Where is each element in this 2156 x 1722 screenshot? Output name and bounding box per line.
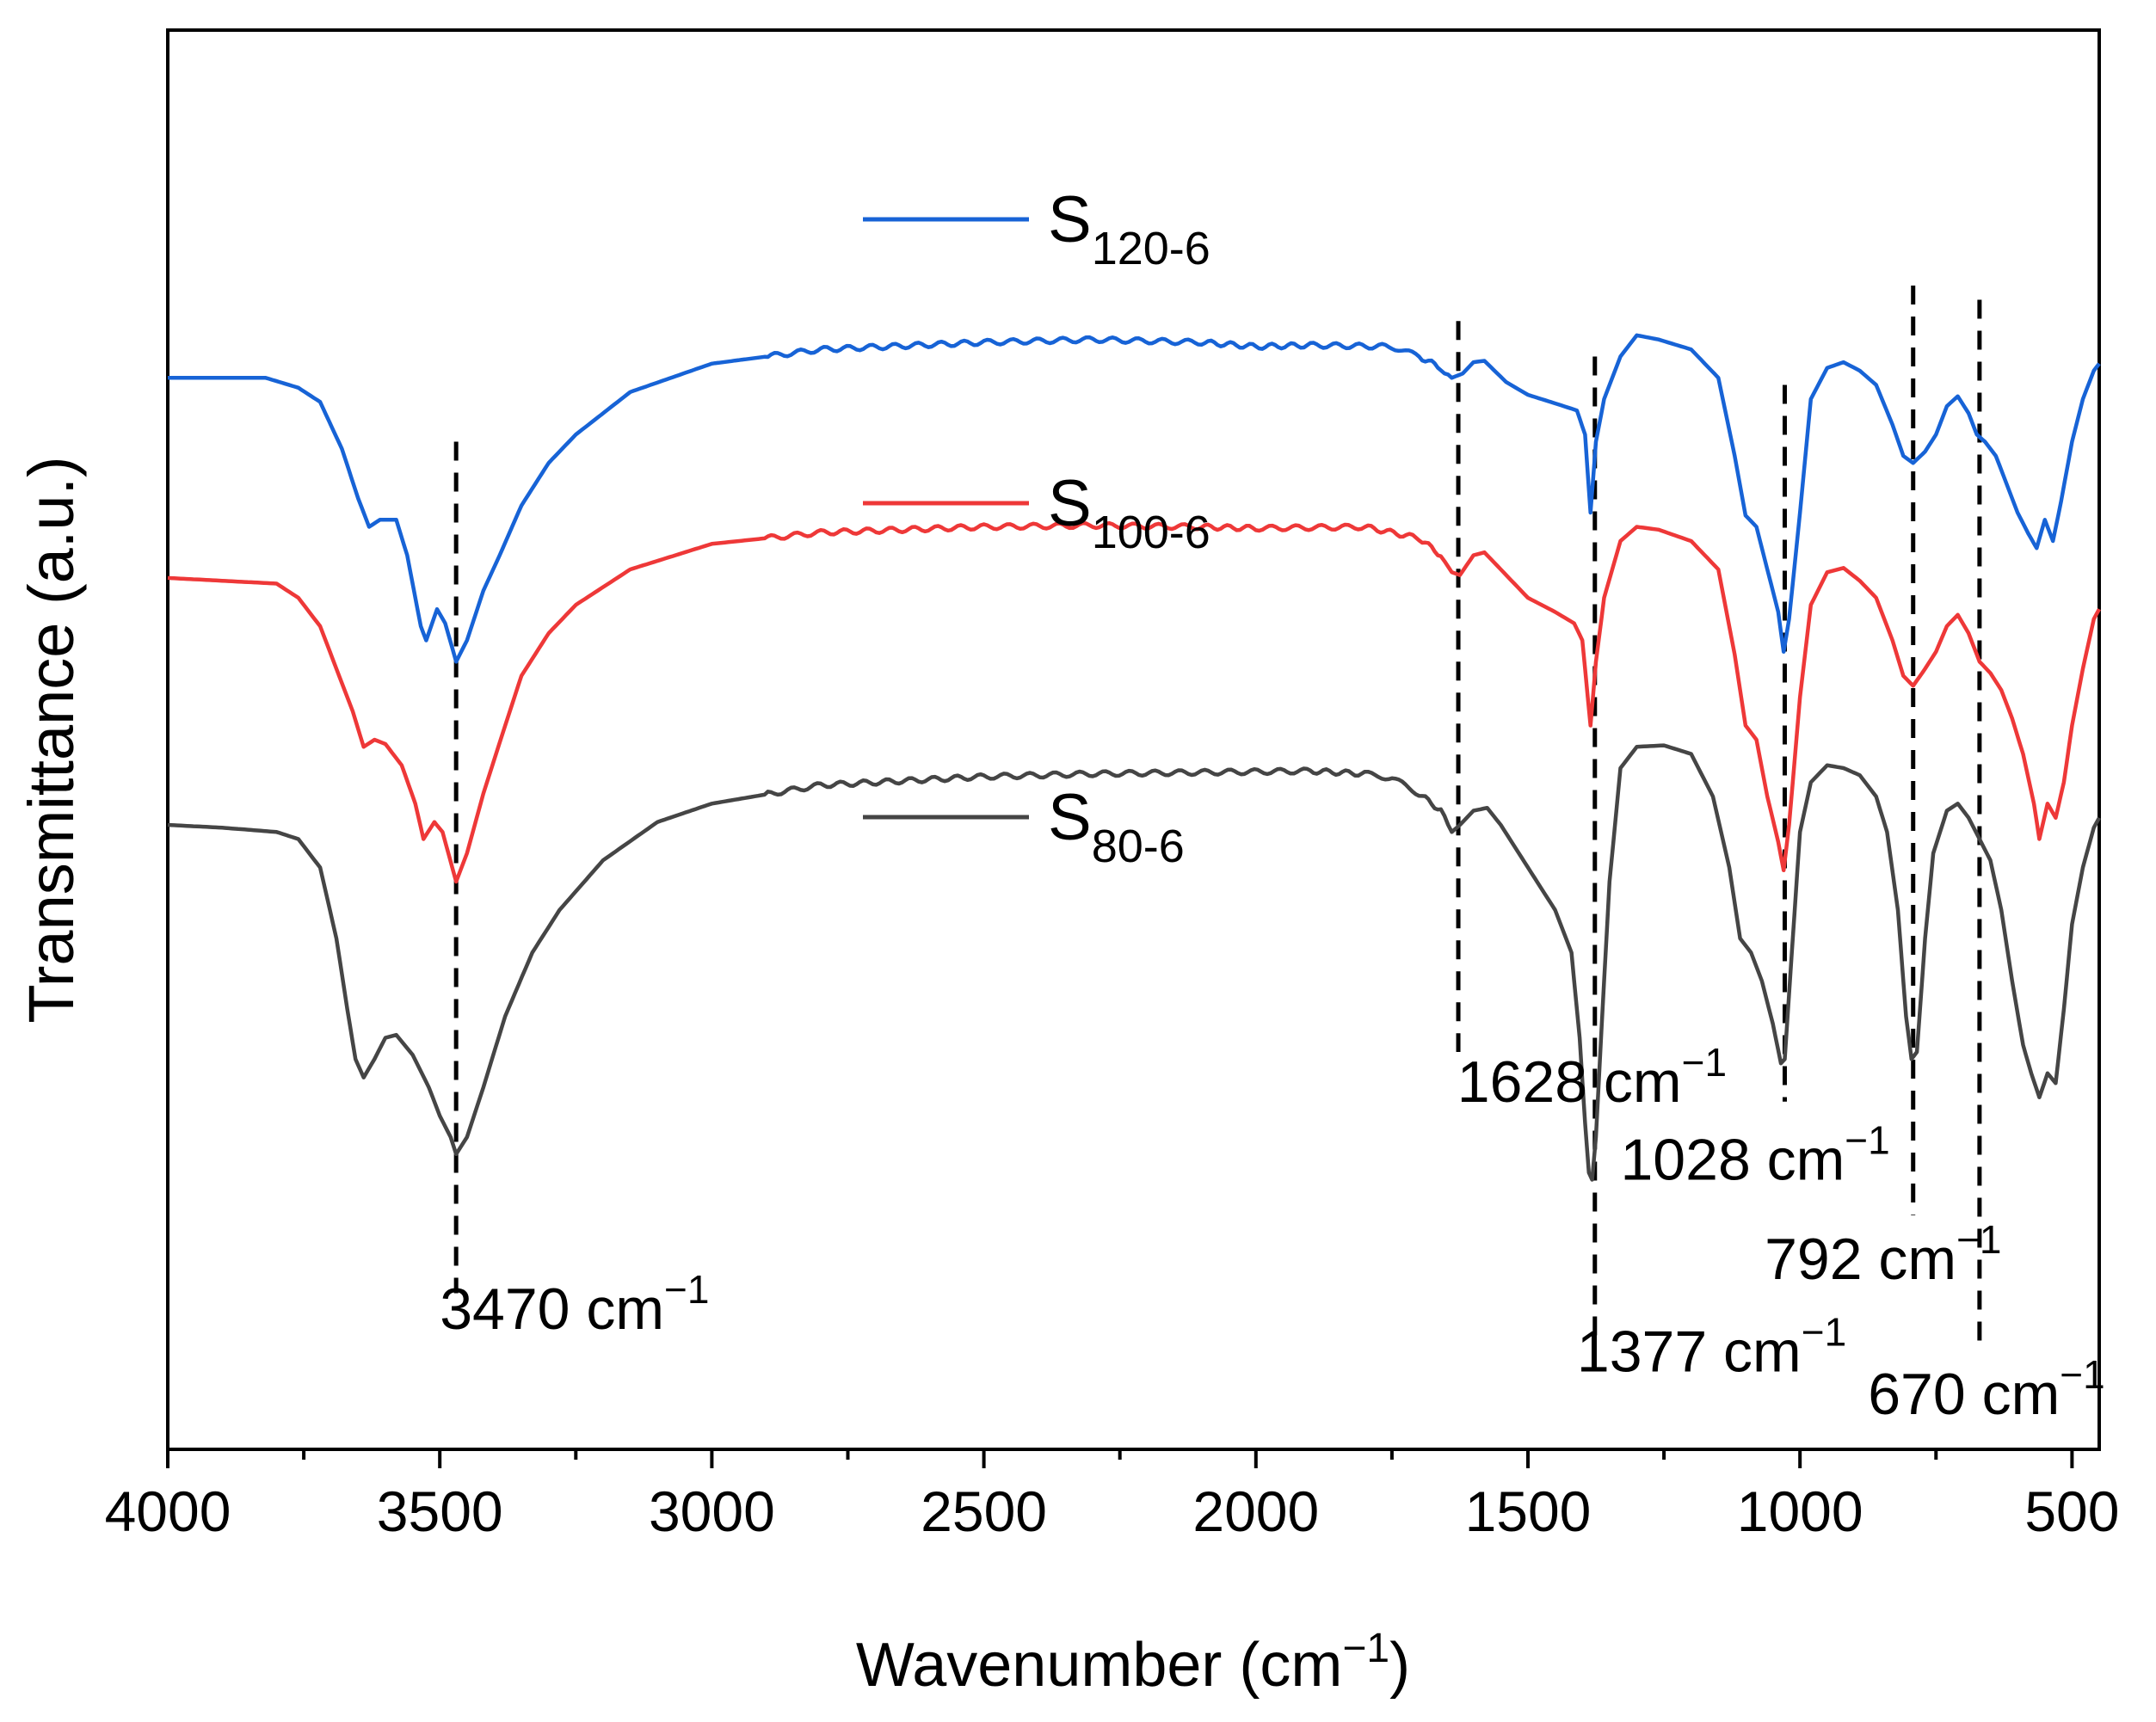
peak-label: 792 cm−1 xyxy=(1765,1217,2001,1292)
x-tick-label: 3500 xyxy=(377,1479,503,1543)
x-axis-ticks: 4000 3500 3000 2500 2000 1500 1000 500 xyxy=(105,1449,2119,1543)
x-tick-label: 2000 xyxy=(1192,1479,1319,1543)
plot-frame xyxy=(166,28,2101,1451)
legend-label-S80-6: S80-6 xyxy=(1048,781,1185,872)
annotation-labels: 3470 cm−1 1628 cm−1 1377 cm−1 1028 cm−1 792 … xyxy=(440,1040,2104,1427)
x-tick-label: 500 xyxy=(2024,1479,2119,1543)
x-tick-label: 1000 xyxy=(1737,1479,1863,1543)
y-axis-label: Transmittance (a.u.) xyxy=(15,456,87,1023)
annotation-lines xyxy=(453,286,1982,1350)
series-line-S100-6 xyxy=(167,520,2101,884)
x-tick-label: 4000 xyxy=(105,1479,231,1543)
series-line-S120-6 xyxy=(168,333,2101,664)
x-tick-label: 2500 xyxy=(921,1479,1047,1543)
peak-label: 670 cm−1 xyxy=(1868,1352,2104,1427)
x-axis-label: Wavenumber (cm−1) xyxy=(856,1626,1410,1700)
peak-label: 1628 cm−1 xyxy=(1457,1040,1727,1115)
legend: S120-6 S100-6 S80-6 xyxy=(863,183,1210,872)
legend-label-S100-6: S100-6 xyxy=(1048,467,1210,558)
legend-label-S120-6: S120-6 xyxy=(1048,183,1210,274)
peak-label: 1377 cm−1 xyxy=(1577,1309,1846,1384)
peak-label: 1028 cm−1 xyxy=(1620,1118,1889,1193)
x-tick-label: 3000 xyxy=(649,1479,775,1543)
series-line-S80-6 xyxy=(167,743,2101,1182)
series-layer xyxy=(167,333,2101,1182)
x-tick-label: 1500 xyxy=(1465,1479,1592,1543)
peak-label: 3470 cm−1 xyxy=(440,1267,709,1342)
